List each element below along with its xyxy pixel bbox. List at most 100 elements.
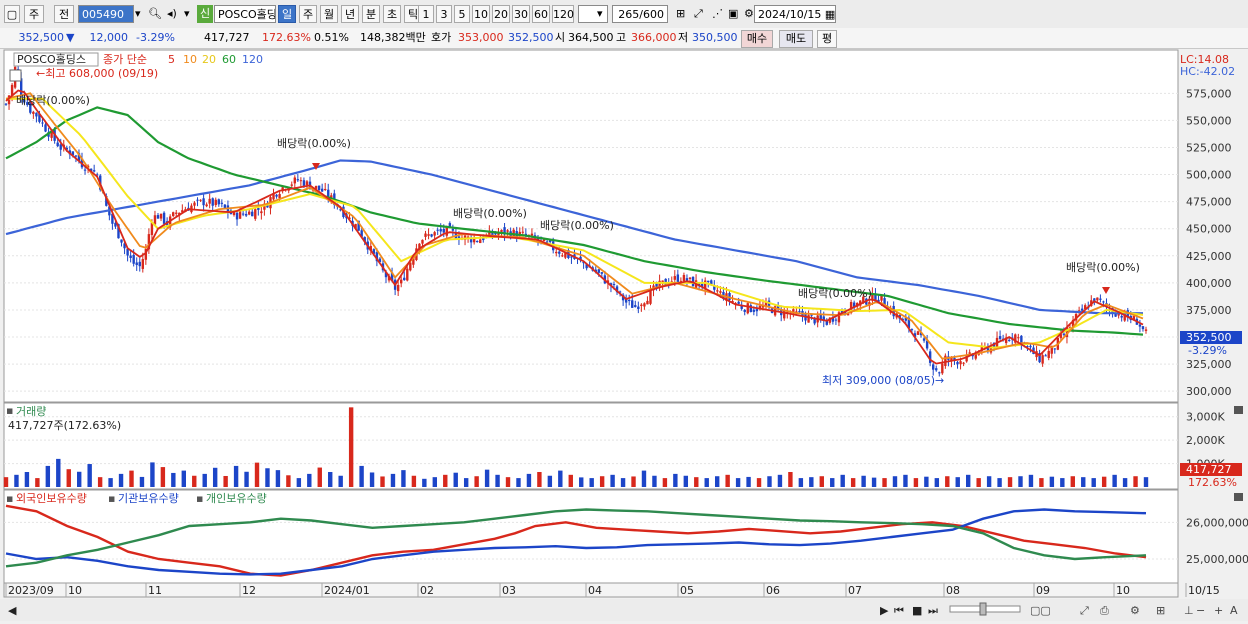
volume-bar (359, 465, 364, 487)
period-tab-3[interactable]: 년 (341, 5, 359, 23)
zoom-out-icon[interactable]: − (1196, 604, 1205, 617)
stock-code-input[interactable]: 005490 (78, 5, 134, 23)
table-icon[interactable] (9, 69, 22, 82)
scroll-right-icon[interactable]: ▶ (880, 604, 889, 617)
candle-body (907, 317, 911, 329)
candle-body (1138, 324, 1142, 327)
zoom-slider-handle[interactable] (979, 602, 987, 616)
volume-bar (380, 476, 385, 487)
search-icon[interactable]: 🔍︎ (148, 7, 162, 20)
volume-bar (767, 476, 772, 487)
first-page-icon[interactable]: ⏮ (894, 604, 904, 617)
speaker-icon[interactable]: ◂) (167, 7, 177, 20)
interval-button-10[interactable]: 10 (472, 5, 490, 23)
window-icon[interactable]: ▢ (4, 5, 20, 23)
low-price: 350,500 (692, 31, 738, 44)
volume-bar (181, 470, 186, 487)
chart-icon[interactable]: ⊞ (1156, 604, 1165, 617)
volume-bar (1070, 476, 1075, 487)
hc-label: HC:-42.02 (1180, 65, 1235, 78)
date-input[interactable]: 2024/10/15 ▦ (754, 5, 836, 23)
volume-bar (443, 474, 448, 487)
crosshair-icon[interactable]: ⤢ (1080, 604, 1089, 617)
holdings-panel-close-icon[interactable] (1234, 493, 1243, 501)
volume-bar (746, 476, 751, 487)
scroll-left-icon[interactable]: ◀ (8, 604, 17, 617)
eval-button[interactable]: 평 (817, 30, 837, 48)
interval-button-1[interactable]: 1 (418, 5, 434, 23)
x-tick-label: 10 (68, 584, 82, 597)
holdings-panel[interactable] (3, 489, 1179, 584)
period-tab-5[interactable]: 초 (383, 5, 401, 23)
volume-bar (1133, 476, 1138, 487)
view-option-icon[interactable]: ▢▢ (1030, 604, 1051, 617)
candle-body (433, 232, 436, 236)
candle-body (424, 233, 427, 237)
volume-panel-close-icon[interactable] (1234, 406, 1243, 414)
save-icon[interactable]: ▣ (728, 7, 739, 20)
candle-body (500, 229, 503, 232)
interval-button-120[interactable]: 120 (552, 5, 574, 23)
chart-area: 2023/09 10 11 12 2024/01 02 03 04 05 06 07 08 09 10 10… (0, 49, 1248, 621)
candle-body (35, 112, 38, 117)
dropdown-arrow-icon[interactable]: ▾ (135, 7, 141, 20)
candle-body (138, 261, 141, 267)
volume-panel[interactable] (3, 402, 1179, 490)
candle-body (205, 204, 208, 207)
candle-body (412, 257, 415, 265)
candle-body (959, 361, 962, 365)
dropdown-arrow-icon[interactable]: ▾ (184, 7, 190, 20)
period-unit-button[interactable]: 주 (24, 5, 44, 23)
stop-icon[interactable]: ■ (912, 604, 922, 617)
scroll-bar[interactable] (0, 599, 1248, 621)
candle-body (530, 233, 534, 236)
font-size-icon[interactable]: A (1230, 604, 1238, 617)
period-tab-1[interactable]: 주 (299, 5, 317, 23)
volume-bar (892, 476, 898, 487)
chart-type-icon[interactable]: ⋰ (712, 7, 723, 20)
period-tab-2[interactable]: 월 (320, 5, 338, 23)
interval-button-3[interactable]: 3 (436, 5, 452, 23)
prev-button[interactable]: 전 (54, 5, 74, 23)
volume-bar (14, 474, 19, 487)
interval-button-30[interactable]: 30 (512, 5, 530, 23)
volume-bar (223, 475, 228, 487)
volume-bar (317, 467, 322, 487)
volume-bar (1039, 478, 1044, 487)
candle-body (217, 199, 220, 205)
buy-button[interactable]: 매수 (741, 30, 773, 48)
candle-body (44, 124, 47, 132)
compare-icon[interactable]: ⊞ (676, 7, 686, 20)
candle-body (202, 198, 205, 206)
interval-button-60[interactable]: 60 (532, 5, 550, 23)
candle-body (4, 103, 8, 105)
interval-input[interactable] (578, 5, 608, 23)
candle-body (1141, 326, 1145, 330)
draw-tool-icon[interactable]: ⤢ (694, 7, 703, 20)
last-page-icon[interactable]: ⏭ (928, 604, 938, 617)
settings-icon[interactable]: ⚙ (1130, 604, 1140, 617)
candle-body (852, 302, 856, 308)
calendar-icon[interactable]: ▦ (824, 8, 836, 21)
candle-body (244, 213, 248, 216)
high-price: 366,000 (631, 31, 677, 44)
candle-body (114, 222, 117, 227)
volume-bar (411, 475, 417, 487)
legend-ma10: 10 (183, 53, 197, 66)
candle-body (330, 195, 333, 199)
print-icon[interactable]: ⎙ (1100, 604, 1109, 617)
volume-bar (1143, 477, 1149, 487)
dropdown-arrow-icon[interactable]: ▾ (597, 7, 603, 20)
period-tab-4[interactable]: 분 (362, 5, 380, 23)
sell-button[interactable]: 매도 (779, 30, 813, 48)
period-tab-0[interactable]: 일 (278, 5, 296, 23)
volume-bar (830, 478, 835, 487)
count-field[interactable]: 265/600 (612, 5, 668, 23)
interval-button-20[interactable]: 20 (492, 5, 510, 23)
pin-icon[interactable]: ⊥ (1184, 604, 1194, 617)
interval-button-5[interactable]: 5 (454, 5, 470, 23)
gear-icon[interactable]: ⚙ (744, 7, 754, 20)
volume-tag (1180, 463, 1242, 476)
zoom-in-icon[interactable]: + (1214, 604, 1223, 617)
chart-canvas[interactable]: 2023/09 10 11 12 2024/01 02 03 04 05 06 07 08 09 10 10… (0, 49, 1248, 621)
